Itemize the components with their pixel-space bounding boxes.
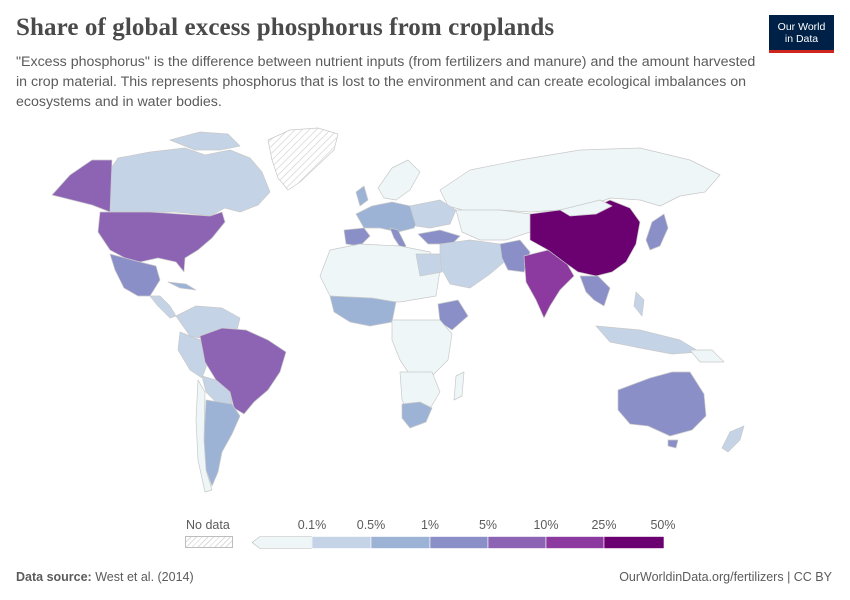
legend-tick-5: 25% [591, 518, 617, 532]
world-map[interactable] [0, 110, 850, 510]
region-united-states[interactable] [97, 211, 226, 273]
chart-subtitle: "Excess phosphorus" is the difference be… [16, 54, 756, 110]
legend-bin-4 [487, 536, 547, 549]
legend-bin-6 [603, 536, 665, 549]
region-mongolia[interactable] [559, 199, 613, 217]
legend-bin-5 [545, 536, 605, 549]
region-chile[interactable] [195, 379, 213, 493]
region-south-africa[interactable] [401, 401, 433, 429]
region-eastern-europe[interactable] [409, 199, 457, 229]
region-peru[interactable] [177, 331, 209, 379]
legend-tick-6: 50% [650, 518, 676, 532]
legend-arrow-bin [252, 536, 313, 549]
region-middle-east[interactable] [439, 239, 505, 289]
region-alaska[interactable] [51, 159, 113, 213]
region-japan[interactable] [645, 213, 669, 251]
legend-bin-2 [370, 536, 431, 549]
owid-logo[interactable]: Our World in Data [769, 15, 834, 53]
legend-tick-4: 10% [533, 518, 559, 532]
region-madagascar[interactable] [453, 371, 465, 401]
chart-title: Share of global excess phosphorus from c… [16, 14, 555, 41]
region-greenland[interactable] [267, 127, 339, 191]
data-source-label: Data source: [16, 570, 92, 584]
legend-tick-2: 1% [420, 518, 440, 532]
legend-color-bar [252, 536, 665, 549]
region-central-africa[interactable] [391, 319, 453, 379]
region-spain[interactable] [343, 227, 371, 247]
footer-url-link[interactable]: OurWorldinData.org/fertilizers | CC BY [619, 570, 832, 584]
region-russia[interactable] [439, 147, 721, 213]
region-southeast-asia[interactable] [579, 275, 611, 307]
region-turkey[interactable] [417, 229, 461, 245]
legend-bin-1 [311, 536, 372, 549]
region-cuba[interactable] [167, 281, 197, 291]
region-egypt[interactable] [415, 253, 443, 277]
region-australia[interactable] [617, 371, 707, 437]
region-pakistan[interactable] [499, 239, 531, 273]
region-canada-islands[interactable] [169, 131, 241, 151]
region-argentina[interactable] [203, 399, 241, 487]
data-source: Data source: West et al. (2014) [16, 570, 194, 584]
region-west-africa[interactable] [329, 295, 397, 327]
region-new-zealand[interactable] [721, 425, 745, 453]
region-uk[interactable] [355, 185, 369, 207]
region-tasmania[interactable] [667, 439, 679, 449]
legend-tick-0: 0.1% [297, 518, 327, 532]
region-central-asia[interactable] [455, 209, 531, 241]
region-central-america[interactable] [149, 295, 177, 319]
region-mexico[interactable] [109, 253, 161, 297]
legend-no-data-label: No data [186, 518, 230, 532]
logo-line-1: Our World [777, 21, 826, 33]
legend-bin-3 [429, 536, 489, 549]
data-source-text: West et al. (2014) [95, 570, 194, 584]
legend-tick-1: 0.5% [356, 518, 386, 532]
region-indonesia[interactable] [595, 325, 701, 355]
region-scandinavia[interactable] [377, 159, 421, 201]
region-philippines[interactable] [633, 291, 645, 317]
logo-line-2: in Data [784, 33, 819, 45]
region-north-africa[interactable] [319, 243, 441, 303]
region-png[interactable] [689, 349, 725, 363]
region-ethiopia[interactable] [437, 299, 469, 331]
region-canada[interactable] [107, 147, 271, 217]
legend-no-data-swatch [185, 536, 233, 548]
legend-tick-3: 5% [478, 518, 498, 532]
